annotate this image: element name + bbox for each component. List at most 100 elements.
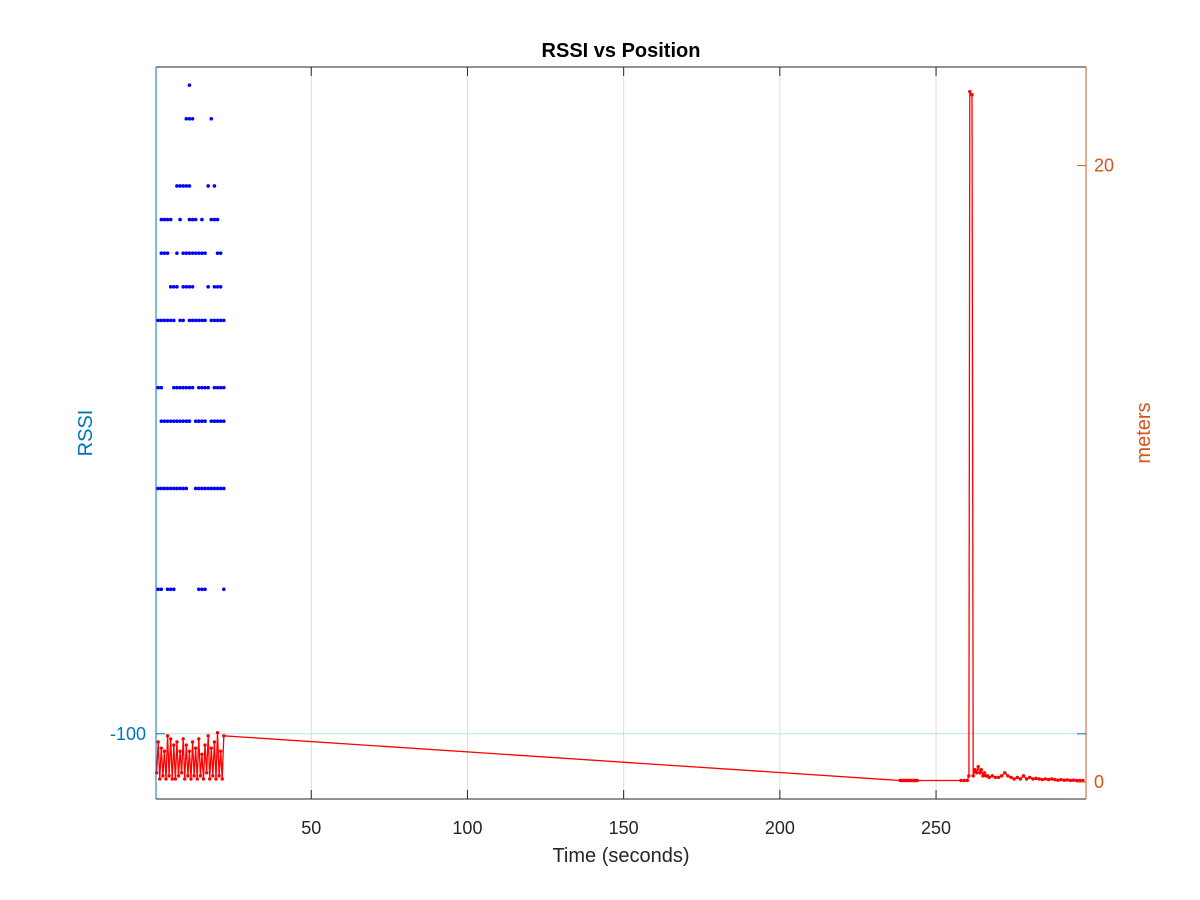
rssi-point bbox=[187, 385, 192, 390]
position-marker bbox=[208, 777, 212, 781]
rssi-point bbox=[159, 587, 164, 592]
rssi-point bbox=[184, 184, 189, 188]
left-y-axis-label: RSSI bbox=[75, 410, 97, 457]
rssi-point bbox=[190, 385, 195, 390]
position-marker bbox=[179, 771, 184, 775]
chart-title: RSSI vs Position bbox=[542, 40, 701, 62]
position-marker bbox=[1015, 775, 1019, 780]
position-marker bbox=[978, 771, 982, 775]
position-marker bbox=[200, 752, 204, 757]
position-marker bbox=[1018, 777, 1023, 781]
position-marker bbox=[973, 768, 977, 772]
position-marker bbox=[999, 774, 1004, 778]
rssi-point bbox=[162, 486, 167, 491]
rssi-point bbox=[200, 217, 204, 222]
rssi-point bbox=[181, 419, 185, 424]
rssi-point bbox=[184, 116, 189, 121]
position-marker bbox=[184, 743, 189, 747]
rssi-point bbox=[168, 486, 173, 491]
position-marker bbox=[959, 778, 963, 783]
position-marker bbox=[187, 749, 192, 753]
rssi-point bbox=[172, 486, 176, 491]
rssi-point bbox=[187, 318, 192, 323]
rssi-point bbox=[168, 285, 173, 289]
rssi-point bbox=[156, 385, 160, 390]
rssi-point bbox=[203, 486, 207, 491]
position-marker bbox=[1009, 775, 1013, 780]
rssi-point bbox=[221, 385, 226, 390]
position-marker bbox=[220, 777, 224, 781]
rssi-point bbox=[200, 318, 204, 323]
position-marker bbox=[976, 764, 980, 769]
position-marker bbox=[1081, 778, 1085, 783]
x-axis-label: Time (seconds) bbox=[552, 845, 689, 867]
rssi-point bbox=[175, 184, 179, 188]
rssi-point bbox=[181, 486, 185, 491]
rssi-point bbox=[172, 285, 176, 289]
rssi-point bbox=[181, 184, 185, 188]
position-marker bbox=[962, 778, 966, 783]
rssi-point bbox=[190, 251, 195, 255]
rssi-point bbox=[200, 587, 204, 592]
rssi-point bbox=[190, 116, 195, 121]
position-marker bbox=[1053, 777, 1057, 782]
rssi-point bbox=[159, 217, 164, 222]
position-marker bbox=[172, 743, 176, 747]
rssi-point bbox=[212, 385, 217, 390]
position-marker bbox=[979, 768, 984, 772]
position-marker bbox=[993, 775, 998, 780]
position-marker bbox=[1043, 777, 1048, 781]
position-marker bbox=[164, 777, 168, 781]
position-marker bbox=[965, 778, 969, 783]
rssi-point bbox=[212, 184, 217, 188]
x-tick-label: 250 bbox=[921, 818, 951, 838]
rssi-point bbox=[159, 251, 164, 255]
position-marker bbox=[193, 746, 198, 750]
position-marker bbox=[159, 746, 164, 750]
rssi-point bbox=[165, 251, 170, 255]
rssi-point bbox=[159, 318, 164, 323]
rssi-point bbox=[200, 251, 204, 255]
position-marker bbox=[990, 774, 994, 778]
rssi-point bbox=[190, 217, 195, 222]
position-marker bbox=[1006, 774, 1010, 778]
rssi-point bbox=[162, 251, 167, 255]
position-marker bbox=[968, 89, 972, 94]
position-marker bbox=[214, 777, 218, 781]
rssi-point bbox=[196, 587, 201, 592]
position-marker bbox=[915, 778, 920, 783]
position-marker bbox=[203, 743, 207, 747]
position-marker bbox=[1059, 777, 1063, 782]
rssi-point bbox=[187, 251, 192, 255]
position-marker bbox=[204, 771, 209, 775]
rssi-point bbox=[196, 419, 201, 424]
rssi-point bbox=[187, 285, 192, 289]
right-y-axis-label: meters bbox=[1133, 402, 1155, 463]
position-marker bbox=[201, 777, 206, 781]
left-y-tick-label: -100 bbox=[110, 724, 146, 744]
rssi-point bbox=[184, 486, 189, 491]
rssi-point bbox=[159, 385, 164, 390]
rssi-point bbox=[178, 419, 182, 424]
rssi-point bbox=[196, 318, 201, 323]
position-marker bbox=[181, 737, 185, 741]
rssi-point bbox=[187, 184, 192, 188]
rssi-point bbox=[175, 419, 179, 424]
rssi-point bbox=[172, 419, 176, 424]
position-marker bbox=[217, 774, 221, 778]
rssi-point bbox=[206, 486, 210, 491]
rssi-point bbox=[215, 318, 220, 323]
ticks: 50 100 150 200 250 -100 0 20 bbox=[110, 67, 1114, 838]
rssi-point bbox=[184, 385, 189, 390]
x-tick-label: 50 bbox=[301, 818, 321, 838]
rssi-point bbox=[172, 587, 176, 592]
position-marker bbox=[197, 737, 201, 741]
position-marker bbox=[1071, 778, 1076, 782]
position-marker bbox=[1024, 777, 1029, 781]
rssi-point bbox=[175, 385, 179, 390]
rssi-point bbox=[190, 285, 195, 289]
plot-background bbox=[156, 67, 1086, 799]
rssi-point bbox=[218, 251, 223, 255]
position-marker bbox=[167, 774, 171, 778]
